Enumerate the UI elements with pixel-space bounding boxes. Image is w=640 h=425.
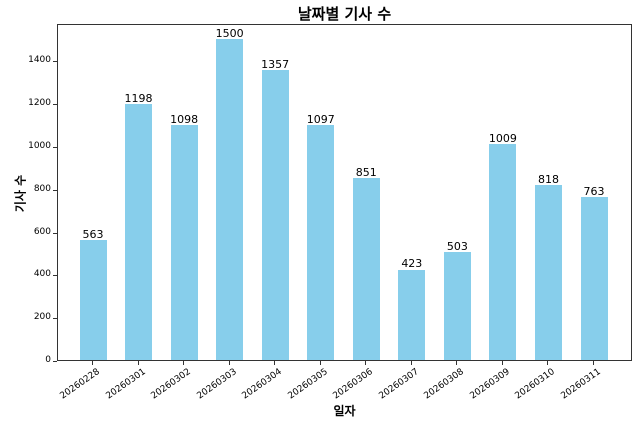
x-tick xyxy=(547,361,549,365)
bar xyxy=(443,252,471,360)
y-tick xyxy=(53,361,57,362)
bar xyxy=(534,184,562,360)
bar-value-label: 1097 xyxy=(306,113,335,127)
x-tick xyxy=(183,361,185,365)
bar-value-label: 763 xyxy=(583,184,605,198)
x-tick xyxy=(456,361,458,365)
x-tick xyxy=(410,361,412,365)
bar xyxy=(580,196,608,360)
y-tick xyxy=(53,189,57,191)
y-tick-label: 400 xyxy=(33,269,51,280)
y-tick xyxy=(53,61,57,63)
plot-area: 563 1198 1098 1500 1357 1097 851 423 503 1009 818 7… xyxy=(57,24,632,361)
chart-title: 날짜별 기사 수 xyxy=(297,5,392,23)
y-tick xyxy=(53,104,57,106)
y-tick-label: 1000 xyxy=(28,141,51,152)
bar xyxy=(261,69,289,360)
x-tick xyxy=(501,361,503,365)
bar-value-label: 1198 xyxy=(124,91,153,105)
x-tick xyxy=(92,361,93,365)
x-tick xyxy=(137,361,139,365)
y-tick-label: 1400 xyxy=(28,55,51,66)
bar-value-label: 423 xyxy=(401,257,423,271)
bar xyxy=(125,103,153,360)
y-tick-label: 800 xyxy=(33,183,51,194)
bar xyxy=(352,177,380,360)
x-tick xyxy=(319,361,321,365)
bar xyxy=(307,125,335,360)
bar xyxy=(489,144,517,360)
bar-value-label: 563 xyxy=(82,227,104,241)
bar xyxy=(216,39,244,360)
x-tick xyxy=(228,361,230,365)
bar xyxy=(398,269,426,360)
bar-value-label: 1357 xyxy=(261,57,290,71)
bar-value-label: 851 xyxy=(355,165,377,179)
bar-value-label: 1500 xyxy=(215,27,244,41)
y-tick-label: 0 xyxy=(45,355,51,365)
y-tick-label: 200 xyxy=(33,312,51,323)
bar-value-label: 1098 xyxy=(170,113,199,127)
y-tick-label: 600 xyxy=(33,226,51,237)
y-tick xyxy=(53,318,57,320)
bar-value-label: 503 xyxy=(446,240,468,254)
y-tick xyxy=(53,147,57,149)
bar-value-label: 1009 xyxy=(488,132,517,146)
y-tick xyxy=(53,232,57,234)
x-axis-title: 일자 xyxy=(333,404,356,418)
bar xyxy=(79,239,107,360)
x-tick xyxy=(274,361,276,365)
x-tick xyxy=(365,361,367,365)
bar-value-label: 818 xyxy=(537,172,559,186)
y-tick xyxy=(53,275,57,277)
y-tick-label: 1200 xyxy=(28,98,51,109)
x-tick xyxy=(593,361,594,365)
bar xyxy=(170,125,198,360)
